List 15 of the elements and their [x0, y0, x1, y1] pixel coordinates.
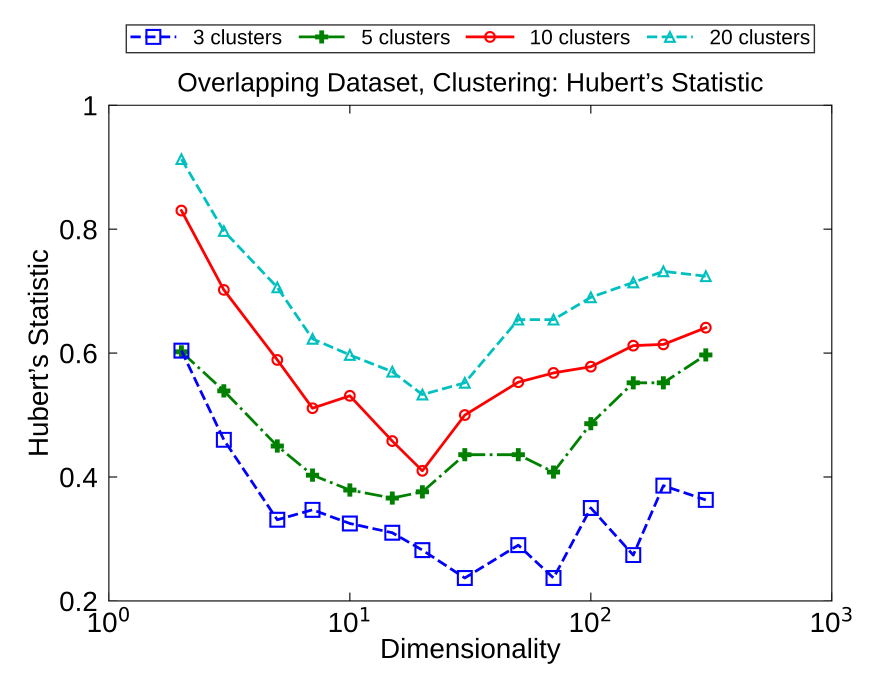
x-tick-label: 10$^{3}$: [812, 606, 852, 632]
x-tick-label: 10$^{1}$: [330, 607, 370, 632]
legend-label: 5 clusters: [362, 29, 450, 44]
legend-label: 3 clusters: [194, 29, 282, 44]
y-axis-title: Hubert’s Statistic: [28, 250, 48, 455]
y-tick-label: 0.6: [60, 344, 97, 364]
y-tick-label: 1: [84, 96, 96, 116]
y-tick-label: 0.8: [60, 220, 97, 240]
legend-label: 10 clusters: [531, 29, 630, 44]
chart-title: Overlapping Dataset, Clustering: Hubert’s Statistic: [178, 72, 763, 97]
x-axis-title: Dimensionality: [382, 638, 561, 664]
y-tick-label: 0.2: [60, 592, 96, 612]
y-tick-label: 0.4: [60, 468, 97, 488]
x-tick-label: 10$^{2}$: [570, 606, 610, 632]
legend-label: 20 clusters: [710, 29, 810, 44]
